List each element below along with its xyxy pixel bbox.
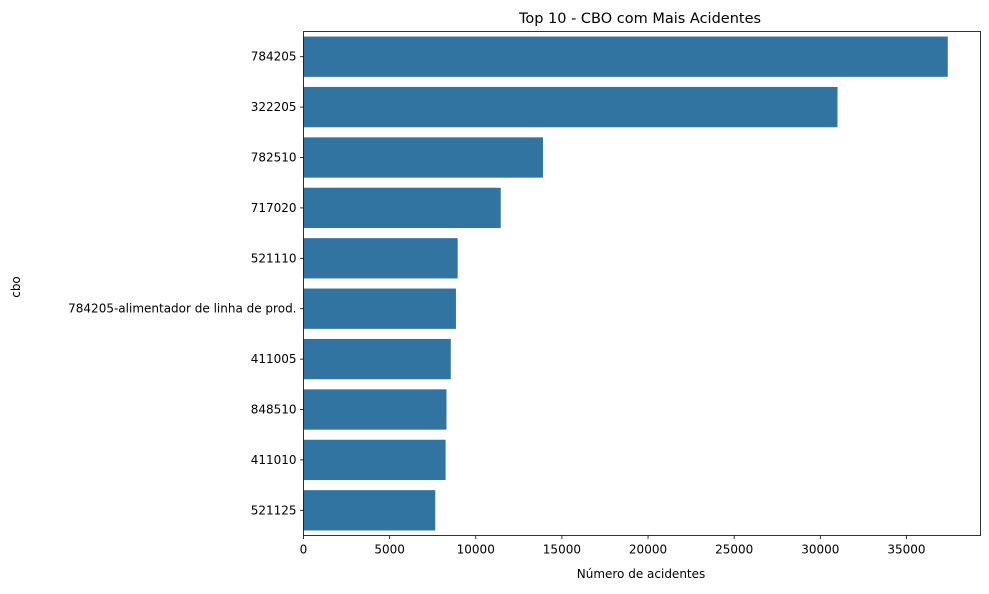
x-tick-label: 15000 [543, 543, 581, 557]
x-axis-label: Número de acidentes [577, 567, 706, 581]
y-axis-label: cbo [9, 276, 23, 298]
y-tick-label: 848510 [251, 403, 297, 417]
bar-5 [303, 238, 458, 279]
x-tick-label: 10000 [457, 543, 495, 557]
bar-9 [303, 439, 446, 481]
bar-4 [303, 187, 501, 229]
y-tick-label: 322205 [251, 100, 297, 114]
x-tick-label: 5000 [374, 543, 405, 557]
bar-7 [303, 338, 451, 380]
y-tick-labels: 784205 322205 782510 717020 521110 784205-ali… [68, 50, 304, 517]
x-tick-label: 35000 [887, 543, 925, 557]
bar-3 [303, 137, 543, 178]
y-tick-label: 411005 [251, 352, 297, 366]
bar-1 [303, 36, 948, 77]
y-tick-label: 521110 [251, 251, 297, 265]
y-tick-label: 784205-alimentador de linha de prod. [68, 302, 296, 316]
y-tick-label: 717020 [251, 201, 297, 215]
bar-2 [303, 86, 838, 128]
y-tick-label: 782510 [251, 151, 297, 165]
bar-8 [303, 389, 447, 430]
x-tick-labels: 0 5000 10000 15000 20000 25000 30000 35000 [300, 535, 926, 557]
x-tick-label: 20000 [629, 543, 667, 557]
y-tick-label: 411010 [251, 453, 297, 467]
plot-frame [303, 31, 981, 536]
y-tick-label: 521125 [251, 503, 297, 517]
bar-6 [303, 288, 456, 329]
y-tick-label: 784205 [251, 50, 297, 64]
bar-10 [303, 490, 436, 531]
x-tick-label: 25000 [715, 543, 753, 557]
bars-group [303, 36, 948, 531]
x-tick-label: 0 [300, 543, 308, 557]
x-tick-label: 30000 [801, 543, 839, 557]
chart-title: Top 10 - CBO com Mais Acidentes [518, 11, 761, 27]
